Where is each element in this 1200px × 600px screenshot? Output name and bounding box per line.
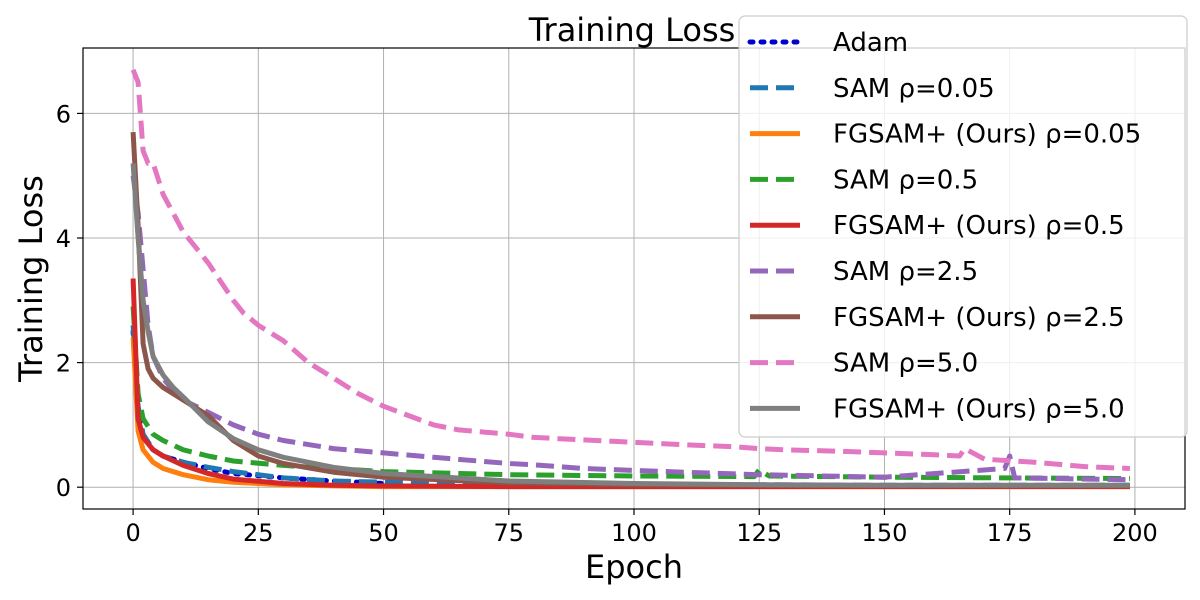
x-tick-label: 150 — [862, 519, 908, 547]
y-axis-label: Training Loss — [12, 175, 50, 383]
legend-box — [738, 15, 1188, 438]
series-line-7 — [130, 68, 1131, 471]
x-tick-label: 50 — [368, 519, 399, 547]
legend: Adam SAM ρ=0.05 FGSAM+ (Ours) ρ=0.05 SAM ρ=… — [738, 15, 1188, 438]
legend-label-3: SAM ρ=0.5 — [833, 165, 978, 195]
legend-label-2: FGSAM+ (Ours) ρ=0.05 — [833, 120, 1141, 150]
legend-label-8: FGSAM+ (Ours) ρ=5.0 — [833, 394, 1125, 424]
chart-title: Training Loss — [528, 11, 736, 49]
legend-label-6: FGSAM+ (Ours) ρ=2.5 — [833, 303, 1125, 333]
x-tick-label: 0 — [125, 519, 140, 547]
axis-ticks: 0 25 50 75 100 125 150 175 200 0 2 4 6 — [56, 100, 1158, 547]
x-tick-label: 25 — [243, 519, 274, 547]
y-tick-label: 2 — [56, 350, 71, 378]
x-tick-label: 100 — [611, 519, 657, 547]
legend-label-7: SAM ρ=5.0 — [833, 349, 978, 379]
x-tick-label: 175 — [987, 519, 1033, 547]
y-tick-label: 6 — [56, 100, 71, 128]
legend-label-4: FGSAM+ (Ours) ρ=0.5 — [833, 211, 1125, 241]
series-line-8 — [130, 163, 1130, 488]
x-tick-label: 200 — [1112, 519, 1158, 547]
x-tick-label: 125 — [736, 519, 782, 547]
legend-label-5: SAM ρ=2.5 — [833, 257, 978, 287]
y-tick-label: 0 — [56, 474, 71, 502]
x-axis-label: Epoch — [585, 548, 683, 586]
y-tick-label: 4 — [56, 225, 71, 253]
legend-label-0: Adam — [833, 28, 908, 58]
legend-label-1: SAM ρ=0.05 — [833, 74, 995, 104]
x-tick-label: 75 — [493, 519, 524, 547]
series-lines — [130, 68, 1131, 490]
